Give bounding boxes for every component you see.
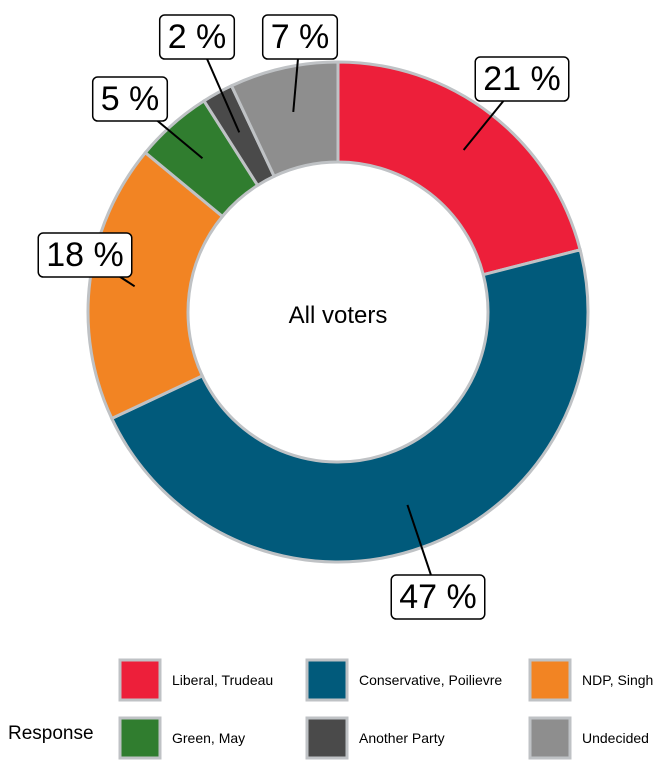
legend: Response Liberal, Trudeau Conservative, P… <box>8 658 653 760</box>
center-label: All voters <box>289 302 388 329</box>
slice-undecided <box>229 60 340 179</box>
legend-swatch <box>305 658 349 702</box>
value-label-ndp-singh: 18 % <box>37 232 133 278</box>
legend-item-liberal-trudeau: Liberal, Trudeau <box>118 658 273 702</box>
value-labels-group: 21 % 47 % 18 % 5 %2 % 7 % <box>37 14 570 620</box>
legend-item-undecided: Undecided <box>528 716 649 760</box>
value-label-undecided: 7 % <box>261 14 339 60</box>
legend-swatch <box>118 658 162 702</box>
value-label-text: 7 % <box>271 18 330 56</box>
slice-liberal-trudeau <box>336 60 582 277</box>
value-label-text: 21 % <box>483 60 561 98</box>
value-label-box <box>158 14 236 60</box>
value-label-conservative-poilievre: 47 % <box>390 574 486 620</box>
slices-group <box>86 60 590 564</box>
value-label-text: 47 % <box>399 578 477 616</box>
value-label-box <box>91 76 169 122</box>
value-label-box <box>390 574 486 620</box>
value-label-green-may: 5 % <box>91 76 169 122</box>
legend-item-ndp-singh: NDP, Singh <box>528 658 653 702</box>
slice-conservative-poilievre <box>109 248 590 564</box>
legend-label: Conservative, Poilievre <box>359 672 502 688</box>
slice-ndp-singh <box>86 150 225 421</box>
value-label-box <box>37 232 133 278</box>
value-label-liberal-trudeau: 21 % <box>474 56 570 102</box>
legend-item-another-party: Another Party <box>305 716 445 760</box>
legend-swatch <box>305 716 349 760</box>
legend-label: Liberal, Trudeau <box>172 672 273 688</box>
value-label-another-party: 2 % <box>158 14 236 60</box>
legend-label: Green, May <box>172 730 245 746</box>
legend-label: NDP, Singh <box>582 672 653 688</box>
legend-swatch <box>528 716 572 760</box>
legend-item-conservative-poilievre: Conservative, Poilievre <box>305 658 502 702</box>
legend-label: Undecided <box>582 730 649 746</box>
value-label-text: 5 % <box>101 80 160 118</box>
legend-label: Another Party <box>359 730 445 746</box>
legend-title: Response <box>8 723 94 744</box>
value-label-box <box>261 14 339 60</box>
value-label-text: 18 % <box>46 236 124 274</box>
value-label-box <box>474 56 570 102</box>
legend-swatch <box>118 716 162 760</box>
legend-item-green-may: Green, May <box>118 716 245 760</box>
value-label-text: 2 % <box>168 18 227 56</box>
legend-swatch <box>528 658 572 702</box>
